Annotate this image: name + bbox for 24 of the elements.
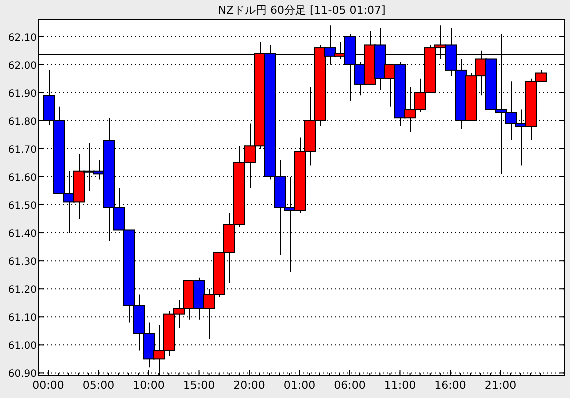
x-tick-label: 11:00 xyxy=(384,379,416,392)
chart-title: NZドル円 60分足 [11-05 01:07] xyxy=(218,4,386,17)
y-tick-label: 61.10 xyxy=(8,313,37,324)
y-tick-label: 60.90 xyxy=(8,369,37,380)
y-tick-label: 61.00 xyxy=(8,341,37,352)
y-tick-label: 62.00 xyxy=(8,60,37,72)
x-tick-label: 20:00 xyxy=(234,379,266,392)
x-tick-label: 01:00 xyxy=(284,379,316,392)
x-tick-label: 05:00 xyxy=(82,379,115,392)
y-tick-label: 61.40 xyxy=(8,229,37,240)
x-tick-label: 16:00 xyxy=(434,379,466,392)
y-tick-label: 61.20 xyxy=(8,285,37,296)
y-tick-label: 61.80 xyxy=(8,116,37,128)
x-tick-label: 15:00 xyxy=(183,379,216,392)
x-tick-label: 21:00 xyxy=(484,379,517,392)
y-tick-label: 61.60 xyxy=(8,172,37,184)
x-tick-label: 06:00 xyxy=(334,379,366,392)
y-tick-label: 61.30 xyxy=(8,257,37,268)
y-tick-label: 61.70 xyxy=(8,144,37,156)
y-tick-label: 61.90 xyxy=(8,88,37,100)
x-tick-label: 10:00 xyxy=(133,379,165,392)
x-tick-label: 00:00 xyxy=(32,379,64,392)
y-tick-label: 61.50 xyxy=(8,201,37,212)
y-tick-label: 62.10 xyxy=(8,32,37,44)
